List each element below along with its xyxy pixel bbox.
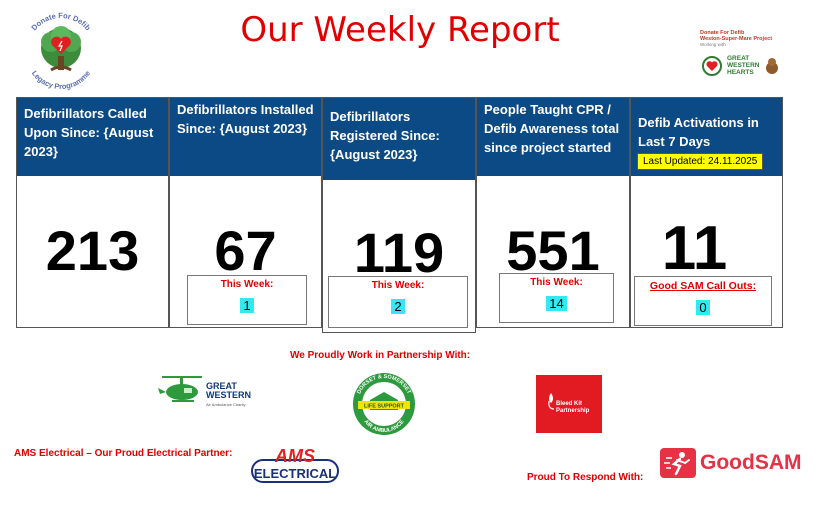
card-value: 67	[214, 219, 277, 282]
goodsam-runner-icon	[660, 448, 696, 478]
card-cpr-taught: People Taught CPR / Defib Awareness tota…	[476, 97, 630, 328]
svg-text:Legacy Programme: Legacy Programme	[30, 69, 92, 91]
this-week-value: 1	[240, 298, 254, 313]
card-installed: Defibrillators Installed Since: {August …	[169, 97, 322, 328]
card-activations: Defib Activations in Last 7 Days 11 Good…	[630, 97, 783, 328]
right-logo-brand: GREAT WESTERN HEARTS	[727, 55, 760, 76]
card-value: 213	[45, 219, 140, 282]
this-week-value: 2	[391, 299, 405, 314]
great-western-sub: Air Ambulance Charity	[206, 402, 246, 407]
card-value: 11	[661, 214, 728, 283]
this-week-label: This Week:	[220, 279, 274, 290]
this-week-value: 14	[546, 296, 567, 311]
this-week-box: This Week: 1	[187, 275, 307, 325]
respond-text: Proud To Respond With:	[527, 472, 644, 483]
bleed-kit-text: Bleed Kit Partnership	[556, 401, 590, 414]
goodsam-callouts-value: 0	[696, 300, 710, 315]
card-called-upon: Defibrillators Called Upon Since: {Augus…	[16, 97, 169, 328]
card-heading: Defibrillators Registered Since: {August…	[323, 98, 475, 180]
card-heading: Defibrillators Called Upon Since: {Augus…	[17, 98, 168, 176]
great-western-name: GREAT WESTERN	[206, 381, 251, 400]
donate-for-defib-logo: Donate For Defib Legacy Programme	[18, 8, 104, 94]
ams-partner-text: AMS Electrical – Our Proud Electrical Pa…	[14, 448, 233, 459]
last-updated-badge: Last Updated: 24.11.2025	[637, 153, 764, 170]
this-week-box: This Week: 14	[499, 273, 614, 323]
great-western-air-ambulance-logo: GREAT WESTERN Air Ambulance Charity	[158, 372, 268, 412]
card-value: 551	[506, 219, 600, 282]
ams-logo-text: AMS	[274, 446, 315, 466]
dorset-somerset-air-ambulance-logo: DORSET & SOMERSET AIR AMBULANCE LIFE SUP…	[348, 372, 420, 436]
card-value: 119	[353, 221, 445, 284]
great-western-hearts-logo: Donate For Defib Weston-Super-Mare Proje…	[700, 30, 782, 85]
right-logo-line1: Donate For Defib	[700, 30, 745, 36]
card-heading: People Taught CPR / Defib Awareness tota…	[477, 98, 629, 176]
goodsam-logo: GoodSAM	[660, 448, 810, 480]
life-support-text: LIFE SUPPORT	[364, 404, 405, 410]
right-logo-line3: Working with	[700, 42, 726, 47]
ams-electrical-logo: AMS ELECTRICAL	[250, 446, 340, 486]
bleed-kit-partnership-logo: Bleed Kit Partnership	[536, 375, 602, 433]
goodsam-callouts-label: Good SAM Call Outs:	[649, 280, 757, 292]
partners-title: We Proudly Work in Partnership With:	[290, 350, 471, 361]
goodsam-name: GoodSAM	[700, 451, 802, 474]
right-logo-line2: Weston-Super-Mare Project	[700, 36, 773, 42]
this-week-label: This Week:	[371, 280, 425, 291]
electrical-logo-text: ELECTRICAL	[254, 466, 336, 481]
this-week-box: This Week: 2	[328, 276, 468, 328]
card-registered: Defibrillators Registered Since: {August…	[322, 97, 476, 333]
card-heading: Defibrillators Installed Since: {August …	[170, 98, 321, 176]
page-title: Our Weekly Report	[240, 10, 560, 50]
this-week-label: This Week:	[530, 277, 583, 288]
goodsam-callouts-box: Good SAM Call Outs: 0	[634, 276, 772, 326]
